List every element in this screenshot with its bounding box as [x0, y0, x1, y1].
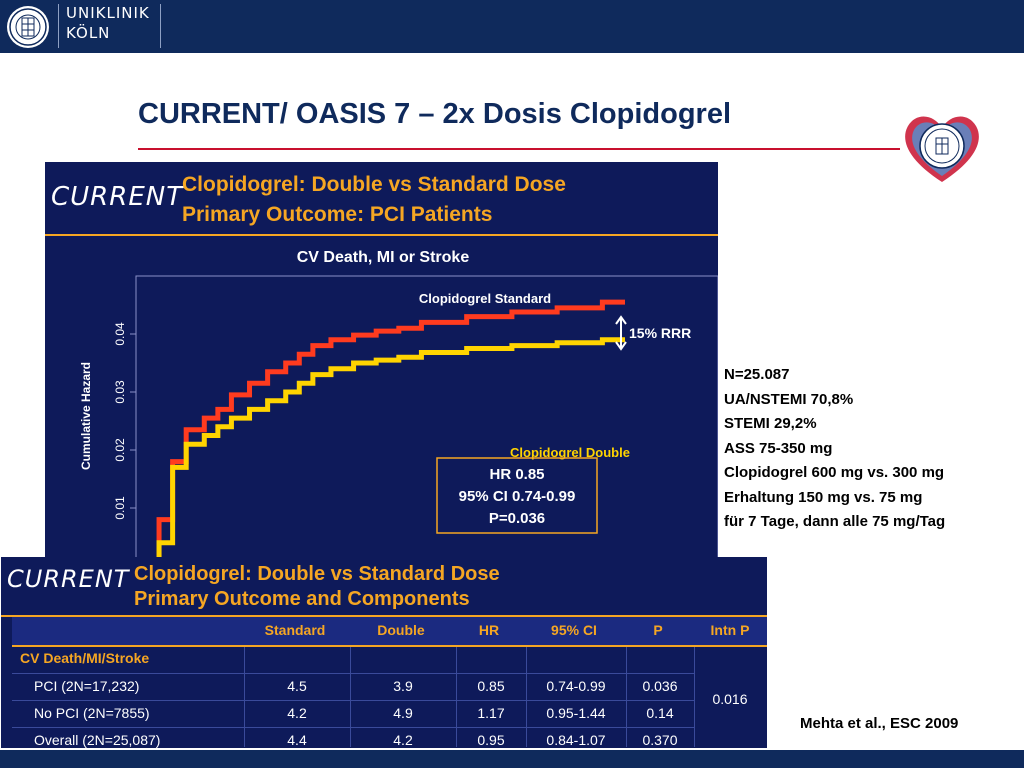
series-label-double: Clopidogrel Double	[510, 445, 630, 460]
note-line: STEMI 29,2%	[724, 415, 817, 432]
cell-standard: 4.2	[287, 705, 307, 721]
cell-intn-p: 0.016	[712, 691, 748, 707]
slide-heading-1: Clopidogrel: Double vs Standard Dose	[182, 173, 566, 196]
rrr-bracket	[615, 315, 627, 351]
km-chart: CV Death, MI or Stroke 0.010.020.030.04 …	[79, 249, 718, 557]
header-rule	[12, 645, 767, 647]
cell-ci: 0.95-1.44	[546, 705, 606, 721]
rrr-label: 15% RRR	[629, 325, 691, 341]
current-logo: CURRENT	[51, 182, 184, 212]
university-seal-icon	[0, 0, 56, 53]
column-header: 95% CI	[551, 622, 597, 638]
y-tick-label: 0.04	[113, 322, 127, 346]
cell-p: 0.370	[642, 732, 678, 748]
brand-divider-right	[160, 4, 161, 48]
column-header: Double	[377, 622, 425, 638]
cell-hr: 0.95	[477, 732, 505, 748]
current-logo: CURRENT	[7, 565, 130, 593]
cell-hr: 1.17	[477, 705, 505, 721]
table-header-row: Standard Double HR 95% CI P Intn P	[12, 617, 767, 645]
slide-rule	[45, 234, 718, 236]
column-header: Standard	[264, 622, 326, 638]
row-divider	[12, 673, 694, 674]
cell-p: 0.14	[646, 705, 674, 721]
row-divider	[12, 700, 694, 701]
column-divider	[456, 647, 457, 747]
page-title: CURRENT/ OASIS 7 – 2x Dosis Clopidogrel	[138, 98, 731, 130]
series-line-double	[156, 337, 625, 557]
series-group	[156, 299, 625, 557]
row-divider	[12, 727, 694, 728]
y-tick-label: 0.03	[113, 380, 127, 404]
cell-p: 0.036	[642, 678, 678, 694]
footer-bar	[0, 750, 1024, 768]
citation: Mehta et al., ESC 2009	[800, 715, 959, 732]
plot-area	[135, 275, 718, 557]
y-tick-label: 0.02	[113, 438, 127, 462]
column-divider	[694, 647, 695, 747]
brand-line-1: UNIKLINIK	[66, 4, 150, 22]
series-label-standard: Clopidogrel Standard	[419, 291, 551, 306]
title-rule	[138, 148, 900, 150]
cell-double: 4.2	[393, 732, 413, 748]
note-line: UA/NSTEMI 70,8%	[724, 390, 854, 408]
y-axis-label: Cumulative Hazard	[79, 362, 93, 470]
y-axis: 0.01 0.02 0.03 0.04	[113, 322, 136, 520]
cell-standard: 4.4	[287, 732, 307, 748]
row-label: PCI (2N=17,232)	[34, 678, 140, 694]
stats-box	[436, 457, 598, 534]
column-divider	[626, 647, 627, 747]
chart-title: CV Death, MI or Stroke	[297, 249, 470, 266]
header-bar: UNIKLINIK KÖLN	[0, 0, 1024, 53]
note-line: ASS 75-350 mg	[724, 439, 833, 457]
column-header: P	[653, 622, 663, 638]
column-divider	[350, 647, 351, 747]
stats-ci: 95% CI 0.74-0.99	[459, 488, 576, 505]
row-label: No PCI (2N=7855)	[34, 705, 150, 721]
stats-hr: HR 0.85	[489, 466, 544, 483]
series-line-standard	[156, 299, 625, 557]
brand-name: UNIKLINIK KÖLN	[66, 3, 150, 43]
cell-double: 3.9	[393, 678, 413, 694]
group-label: CV Death/MI/Stroke	[20, 650, 150, 666]
note-line: Erhaltung 150 mg vs. 75 mg	[724, 488, 923, 506]
brand-divider	[58, 4, 59, 48]
note-line: N=25.087	[724, 366, 790, 383]
slide-heading-2: Primary Outcome and Components	[134, 588, 470, 610]
stats-p: P=0.036	[489, 510, 545, 527]
y-tick-label: 0.01	[113, 496, 127, 520]
note-line: Clopidogrel 600 mg vs. 300 mg	[724, 464, 945, 481]
column-header: Intn P	[710, 622, 750, 638]
cell-double: 4.9	[393, 705, 413, 721]
study-notes: N=25.087 UA/NSTEMI 70,8% STEMI 29,2% ASS…	[724, 363, 945, 535]
note-line: für 7 Tage, dann alle 75 mg/Tag	[724, 513, 946, 530]
column-divider	[244, 647, 245, 747]
row-label: Overall (2N=25,087)	[34, 732, 161, 748]
cell-ci: 0.74-0.99	[546, 678, 606, 694]
cell-hr: 0.85	[477, 678, 505, 694]
slide-heading-1: Clopidogrel: Double vs Standard Dose	[134, 563, 500, 585]
heart-seal-icon	[898, 110, 986, 186]
kaplan-meier-slide: CURRENT Clopidogrel: Double vs Standard …	[45, 162, 718, 557]
cell-standard: 4.5	[287, 678, 307, 694]
slide-heading-2: Primary Outcome: PCI Patients	[182, 203, 493, 226]
cell-ci: 0.84-1.07	[546, 732, 606, 748]
column-header: HR	[478, 622, 500, 638]
outcome-table-slide: CURRENT Clopidogrel: Double vs Standard …	[1, 557, 767, 748]
brand-line-2: KÖLN	[66, 24, 111, 42]
slide-rule	[1, 615, 767, 617]
column-divider	[526, 647, 527, 747]
